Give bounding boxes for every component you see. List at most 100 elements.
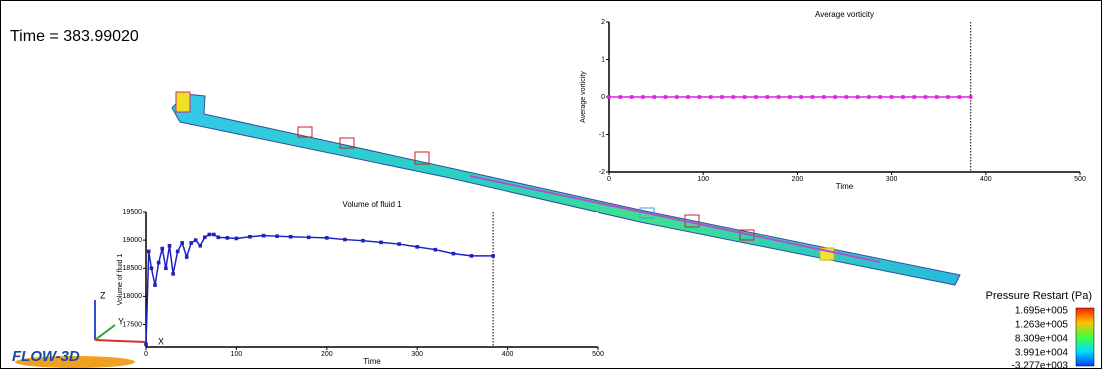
- data-point: [799, 95, 803, 99]
- data-point: [184, 255, 189, 259]
- y-tick-label: -1: [599, 131, 605, 138]
- data-point: [720, 95, 724, 99]
- data-point: [491, 254, 495, 258]
- colorbar-label: -3.277e+003: [1012, 361, 1069, 369]
- data-point: [708, 95, 713, 99]
- data-point: [207, 232, 212, 237]
- y-axis-label: Volume of fluid 1: [117, 254, 124, 306]
- colorbar: Pressure Restart (Pa) 1.695e+005 1.263e+…: [986, 290, 1095, 369]
- data-point: [810, 95, 815, 99]
- data-point: [788, 95, 792, 99]
- data-point: [607, 95, 611, 99]
- y-tick-label: 17500: [123, 321, 143, 328]
- data-point: [844, 95, 849, 99]
- data-point: [697, 95, 702, 99]
- data-point: [153, 283, 157, 287]
- data-point: [867, 95, 871, 99]
- colorbar-label: 1.695e+005: [1015, 306, 1069, 317]
- logo: FLOW-3D: [12, 348, 135, 368]
- data-point: [189, 241, 193, 245]
- data-point: [325, 236, 329, 240]
- data-point: [754, 95, 758, 99]
- data-point: [912, 95, 917, 99]
- data-point: [149, 266, 154, 271]
- x-tick-label: 500: [1074, 176, 1086, 183]
- data-point: [202, 235, 207, 240]
- data-point: [663, 95, 668, 99]
- data-point: [968, 95, 973, 99]
- data-point: [160, 246, 165, 251]
- chart: Volume of fluid 1 Time Volume of fluid 1 0 1…: [117, 200, 604, 366]
- chart-title: Average vorticity: [815, 10, 874, 19]
- data-point: [889, 95, 894, 99]
- data-point: [821, 95, 826, 99]
- data-point: [935, 95, 939, 99]
- data-point: [946, 95, 950, 99]
- axis-label: Z: [100, 290, 106, 300]
- data-point: [776, 95, 781, 99]
- data-point: [641, 95, 645, 99]
- data-point: [901, 95, 905, 99]
- data-point: [171, 272, 175, 276]
- x-axis-label: Time: [836, 182, 854, 191]
- data-point: [164, 266, 168, 271]
- data-point: [361, 238, 365, 243]
- y-tick-label: 19000: [123, 237, 143, 244]
- data-point: [167, 243, 172, 248]
- data-point: [212, 232, 216, 237]
- data-point: [216, 235, 221, 240]
- chart-title: Volume of fluid 1: [342, 200, 402, 209]
- data-point: [306, 235, 311, 240]
- colorbar-label: 3.991e+004: [1015, 348, 1069, 359]
- data-point: [343, 237, 347, 242]
- y-tick-label: 18000: [123, 293, 143, 300]
- series-line: [145, 233, 494, 345]
- x-tick-label: 0: [144, 351, 148, 358]
- x-tick-label: 200: [321, 351, 333, 358]
- x-tick-label: 400: [980, 176, 992, 183]
- data-point: [731, 95, 736, 99]
- data-point: [451, 251, 456, 256]
- x-tick-label: 400: [502, 351, 514, 358]
- data-point: [275, 234, 279, 238]
- data-point: [397, 242, 401, 246]
- data-point: [923, 95, 928, 99]
- y-tick-label: 2: [601, 19, 605, 26]
- data-point: [193, 238, 198, 242]
- data-point: [288, 234, 293, 239]
- x-tick-label: 300: [886, 176, 898, 183]
- colorbar-title: Pressure Restart (Pa): [986, 290, 1092, 302]
- x-tick-label: 500: [592, 351, 604, 358]
- data-point: [469, 254, 474, 258]
- colorbar-label: 1.263e+005: [1015, 320, 1069, 331]
- y-tick-label: 18500: [123, 265, 143, 272]
- data-point: [629, 95, 634, 99]
- data-point: [146, 249, 151, 254]
- data-point: [742, 95, 747, 99]
- data-point: [234, 236, 239, 241]
- data-point: [379, 240, 383, 245]
- data-point: [855, 95, 860, 99]
- data-point: [156, 260, 161, 265]
- data-point: [957, 95, 962, 99]
- axes-triad: Z Y X: [94, 290, 164, 346]
- pipeline-render: [171, 91, 961, 286]
- data-point: [618, 95, 623, 99]
- time-label: Time = 383.99020: [10, 28, 139, 45]
- x-tick-label: 100: [697, 176, 709, 183]
- data-point: [686, 95, 690, 99]
- logo-text: FLOW-3D: [12, 348, 80, 365]
- y-tick-label: 19500: [123, 209, 143, 216]
- data-point: [261, 233, 266, 238]
- axis-label: X: [158, 336, 164, 346]
- y-axis-label: Average vorticity: [580, 71, 587, 123]
- data-point: [878, 95, 883, 99]
- x-tick-label: 100: [231, 351, 243, 358]
- data-point: [675, 95, 679, 99]
- colorbar-label: 8.309e+004: [1015, 334, 1069, 345]
- y-tick-label: 1: [601, 56, 605, 63]
- x-tick-label: 200: [792, 176, 804, 183]
- data-point: [415, 245, 419, 249]
- data-point: [833, 95, 837, 99]
